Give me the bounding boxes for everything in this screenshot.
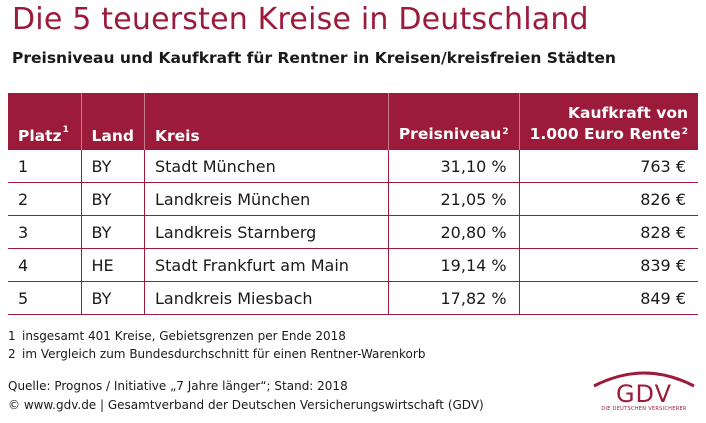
header-kaufkraft: Kaufkraft von 1.000 Euro Rente2 xyxy=(519,93,698,150)
cell-preisniveau: 21,05 % xyxy=(388,182,520,216)
cell-kaufkraft: 826 € xyxy=(519,182,698,216)
header-kreis: Kreis xyxy=(144,93,389,150)
header-land: Land xyxy=(81,93,145,150)
header-platz: Platz1 xyxy=(8,93,82,150)
cell-platz: 2 xyxy=(8,182,82,216)
copyright-line: © www.gdv.de | Gesamtverband der Deutsch… xyxy=(8,398,484,412)
table-row: 1 BY Stadt München 31,10 % 763 € xyxy=(8,150,698,183)
cell-preisniveau: 31,10 % xyxy=(388,150,520,183)
footnotes: 1 insgesamt 401 Kreise, Gebietsgrenzen pe… xyxy=(8,327,425,363)
cell-preisniveau: 20,80 % xyxy=(388,215,520,249)
cell-land: BY xyxy=(81,281,145,315)
cell-kreis: Landkreis München xyxy=(144,182,389,216)
source-credits: Quelle: Prognos / Initiative „7 Jahre lä… xyxy=(8,377,484,415)
table-row: 3 BY Landkreis Starnberg 20,80 % 828 € xyxy=(8,215,698,249)
cell-kaufkraft: 849 € xyxy=(519,281,698,315)
cell-kreis: Landkreis Miesbach xyxy=(144,281,389,315)
cell-kreis: Landkreis Starnberg xyxy=(144,215,389,249)
cell-land: HE xyxy=(81,248,145,282)
logo-subtext: DIE DEUTSCHEN VERSICHERER xyxy=(601,406,687,412)
source-line: Quelle: Prognos / Initiative „7 Jahre lä… xyxy=(8,379,348,393)
table-row: 5 BY Landkreis Miesbach 17,82 % 849 € xyxy=(8,281,698,315)
page-subtitle: Preisniveau und Kaufkraft für Rentner in… xyxy=(12,49,616,67)
table-row: 4 HE Stadt Frankfurt am Main 19,14 % 839… xyxy=(8,248,698,282)
footnote-2: 2 im Vergleich zum Bundesdurchschnitt für… xyxy=(8,347,426,361)
table-header-row: Platz1 Land Kreis Preisniveau2 Kaufkraft… xyxy=(8,93,698,150)
cell-kaufkraft: 763 € xyxy=(519,150,698,183)
table-row: 2 BY Landkreis München 21,05 % 826 € xyxy=(8,182,698,216)
ranking-table: Platz1 Land Kreis Preisniveau2 Kaufkraft… xyxy=(8,93,698,315)
cell-kaufkraft: 839 € xyxy=(519,248,698,282)
logo-text: GDV xyxy=(615,380,673,408)
cell-platz: 1 xyxy=(8,150,82,183)
logo-arc-icon xyxy=(593,371,695,388)
cell-platz: 4 xyxy=(8,248,82,282)
cell-platz: 3 xyxy=(8,215,82,249)
cell-preisniveau: 17,82 % xyxy=(388,281,520,315)
footnote-1: 1 insgesamt 401 Kreise, Gebietsgrenzen pe… xyxy=(8,329,346,343)
cell-land: BY xyxy=(81,150,145,183)
cell-preisniveau: 19,14 % xyxy=(388,248,520,282)
cell-kreis: Stadt Frankfurt am Main xyxy=(144,248,389,282)
cell-land: BY xyxy=(81,182,145,216)
header-preisniveau: Preisniveau2 xyxy=(388,93,520,150)
page-title: Die 5 teuersten Kreise in Deutschland xyxy=(12,2,589,37)
gdv-logo: GDV DIE DEUTSCHEN VERSICHERER xyxy=(588,368,700,414)
cell-kreis: Stadt München xyxy=(144,150,389,183)
cell-platz: 5 xyxy=(8,281,82,315)
cell-land: BY xyxy=(81,215,145,249)
cell-kaufkraft: 828 € xyxy=(519,215,698,249)
